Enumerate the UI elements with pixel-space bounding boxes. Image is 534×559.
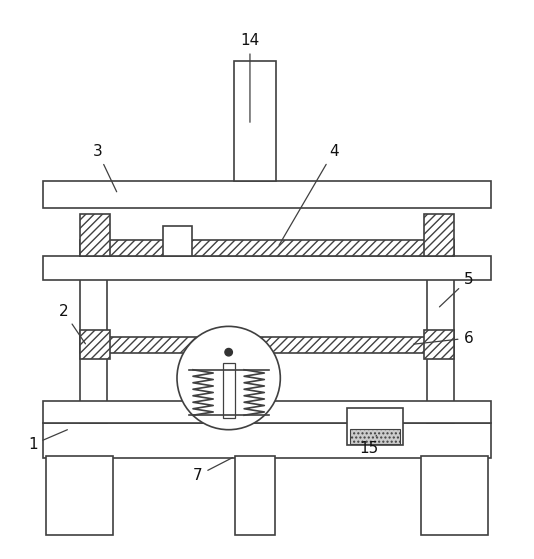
FancyBboxPatch shape [423,214,454,255]
FancyBboxPatch shape [43,181,491,207]
Text: 14: 14 [240,34,260,122]
FancyBboxPatch shape [234,61,276,181]
Text: 4: 4 [279,144,339,245]
FancyBboxPatch shape [427,272,454,423]
FancyBboxPatch shape [235,456,275,535]
FancyBboxPatch shape [350,429,400,443]
FancyBboxPatch shape [43,401,491,423]
FancyBboxPatch shape [423,330,454,359]
Circle shape [177,326,280,430]
FancyBboxPatch shape [163,226,192,255]
Text: 15: 15 [359,435,379,456]
Text: 1: 1 [28,430,67,452]
FancyBboxPatch shape [43,423,491,458]
FancyBboxPatch shape [421,456,488,535]
Text: 5: 5 [439,272,473,307]
FancyBboxPatch shape [347,409,403,444]
FancyBboxPatch shape [46,456,113,535]
FancyBboxPatch shape [223,363,234,418]
FancyBboxPatch shape [80,214,111,255]
FancyBboxPatch shape [80,240,454,255]
FancyBboxPatch shape [43,255,491,280]
Circle shape [225,348,232,356]
FancyBboxPatch shape [80,330,111,359]
Text: 3: 3 [93,144,116,192]
Text: 2: 2 [59,304,85,344]
FancyBboxPatch shape [80,337,454,353]
Text: 7: 7 [193,458,233,483]
FancyBboxPatch shape [80,272,107,423]
Text: 6: 6 [413,330,473,345]
